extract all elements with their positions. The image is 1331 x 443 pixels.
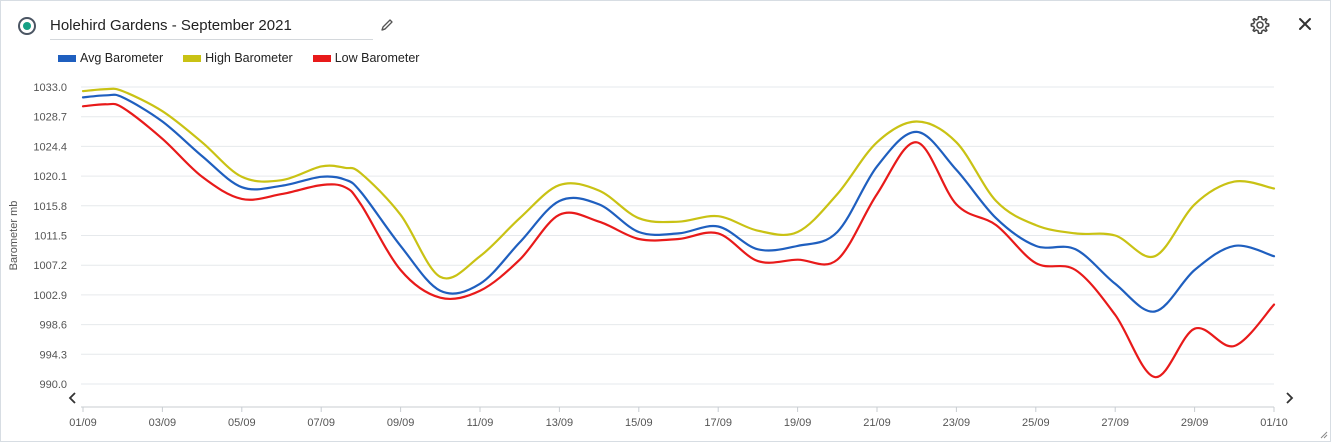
x-tick-label: 01/09 — [69, 417, 97, 429]
close-icon[interactable] — [1297, 16, 1313, 32]
x-tick-label: 01/10 — [1260, 417, 1288, 429]
x-tick-label: 21/09 — [863, 417, 891, 429]
chart-title-field[interactable]: Holehird Gardens - September 2021 — [50, 15, 373, 40]
scroll-left-arrow-icon[interactable] — [68, 392, 76, 404]
legend-swatch — [312, 54, 331, 62]
pencil-icon[interactable] — [379, 17, 395, 33]
y-tick-label: 1015.8 — [33, 201, 67, 213]
y-tick-label: 994.3 — [39, 349, 67, 361]
legend-label: Low Barometer — [334, 51, 420, 65]
legend-label: High Barometer — [205, 51, 293, 65]
y-tick-label: 1033.0 — [33, 82, 67, 94]
x-tick-label: 23/09 — [943, 417, 971, 429]
x-tick-label: 07/09 — [307, 417, 335, 429]
y-tick-label: 998.6 — [39, 320, 67, 332]
y-tick-label: 1002.9 — [33, 290, 67, 302]
legend-item[interactable]: High Barometer — [183, 51, 293, 65]
y-tick-label: 1011.5 — [34, 231, 67, 243]
legend-item[interactable]: Avg Barometer — [58, 51, 163, 65]
legend-swatch — [183, 54, 202, 62]
series-line-low-barometer — [81, 102, 1276, 379]
legend-label: Avg Barometer — [80, 51, 164, 65]
x-tick-label: 17/09 — [704, 417, 732, 429]
status-indicator-icon — [18, 17, 36, 35]
y-tick-label: 1028.7 — [33, 112, 67, 124]
x-tick-label: 09/09 — [387, 417, 415, 429]
x-tick-label: 15/09 — [625, 417, 653, 429]
x-tick-label: 27/09 — [1101, 417, 1129, 429]
y-tick-label: 1020.1 — [33, 171, 67, 183]
y-tick-label: 990.0 — [39, 379, 67, 391]
x-tick-label: 05/09 — [228, 417, 256, 429]
resize-grip-icon[interactable] — [1318, 429, 1328, 439]
x-tick-label: 11/09 — [467, 417, 494, 429]
y-axis-label: Barometer mb — [8, 201, 20, 271]
series-line-high-barometer — [81, 87, 1276, 280]
x-tick-label: 13/09 — [546, 417, 574, 429]
x-tick-label: 25/09 — [1022, 417, 1050, 429]
scroll-right-arrow-icon[interactable] — [1286, 392, 1294, 404]
legend-swatch — [58, 54, 76, 62]
x-tick-label: 29/09 — [1181, 417, 1209, 429]
x-tick-label: 19/09 — [784, 417, 812, 429]
y-tick-label: 1007.2 — [33, 260, 67, 272]
y-tick-label: 1024.4 — [33, 141, 67, 153]
chart-legend: Avg Barometer High Barometer Low Barometer — [58, 51, 419, 65]
series-line-avg-barometer — [81, 93, 1276, 313]
gear-icon[interactable] — [1250, 15, 1270, 35]
x-tick-label: 03/09 — [149, 417, 177, 429]
legend-item[interactable]: Low Barometer — [312, 51, 420, 65]
